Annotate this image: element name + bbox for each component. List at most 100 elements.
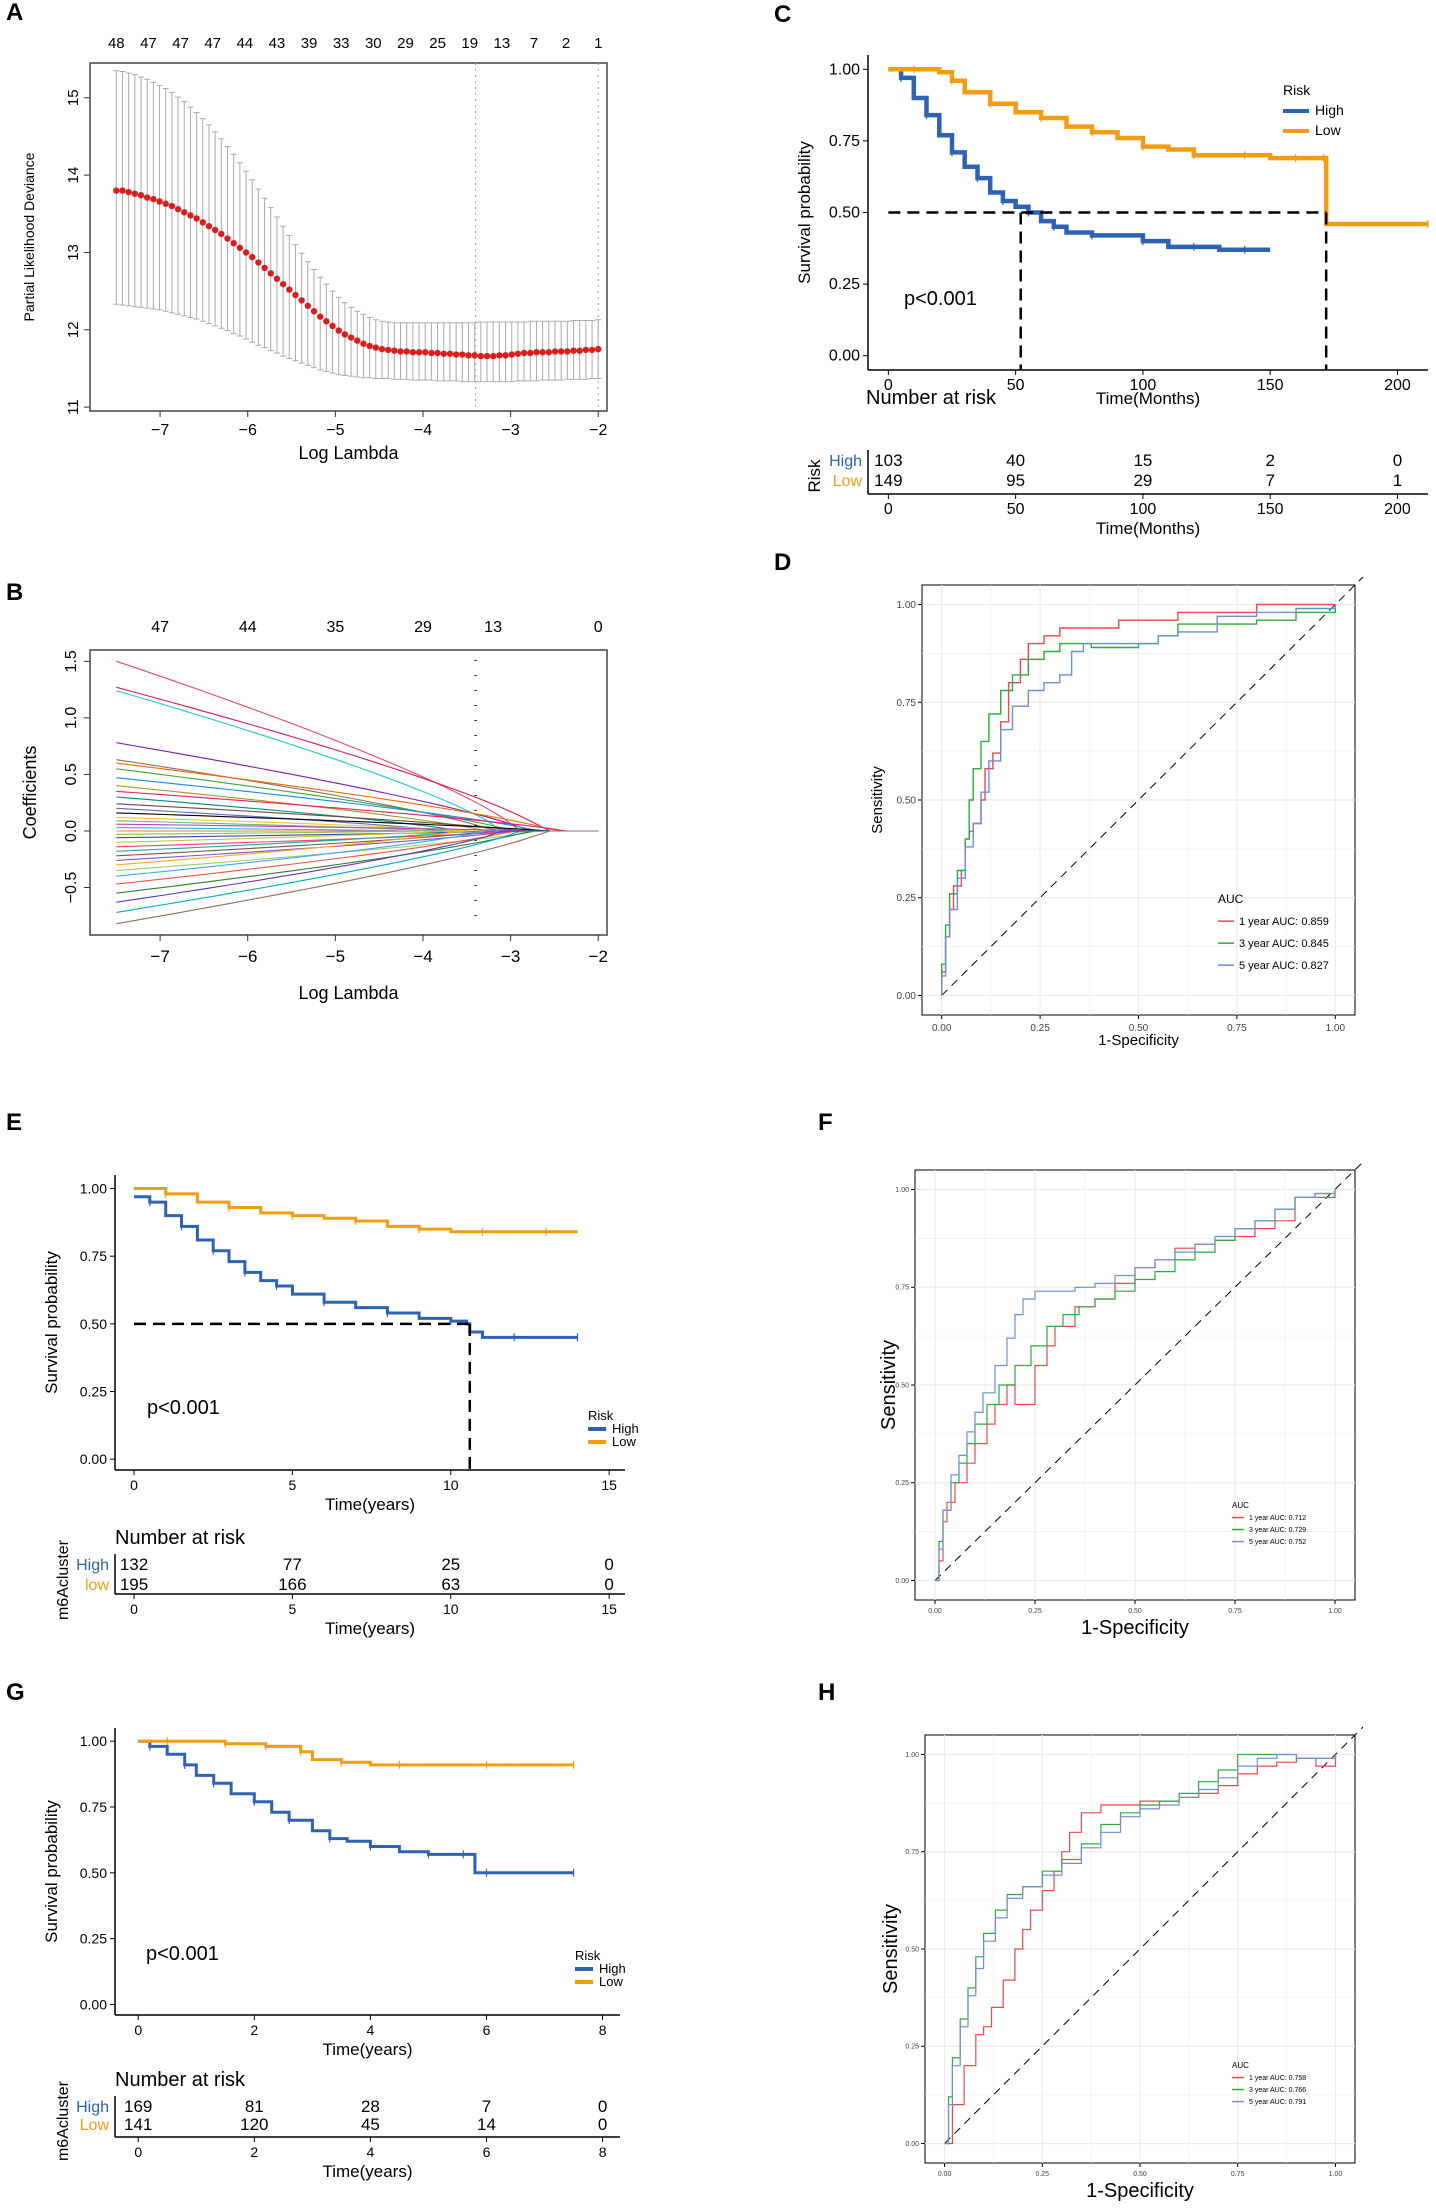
panel-b: B −7 −6 −5 −4 −3 −2 −0.5 0.0 0.5 1.0 1.5 47 44 35 29 13… (6, 579, 608, 1003)
deviance-point (508, 351, 515, 358)
diagonal-reference-line (944, 1726, 1364, 2144)
x-tick-label: 0 (134, 2022, 142, 2038)
top-count-label: 29 (414, 619, 432, 636)
panel-label-e: E (6, 1109, 22, 1136)
risk-row-name: Low (80, 2117, 110, 2134)
x-axis-label: Time(years) (322, 2040, 412, 2059)
risk-x-tick-label: 5 (288, 1601, 296, 1617)
diagonal-reference-line (941, 576, 1364, 996)
risk-x-tick-label: 50 (1007, 501, 1025, 518)
deviance-point (452, 351, 460, 358)
deviance-point (310, 308, 318, 315)
deviance-point (273, 275, 281, 282)
legend-label-1: 1 year AUC: 0.712 (1249, 1515, 1306, 1522)
risk-x-tick-label: 0 (130, 1601, 138, 1617)
deviance-point (156, 198, 163, 205)
deviance-point (168, 202, 176, 210)
x-tick-label: −3 (501, 947, 520, 966)
y-tick-label: 0.00 (80, 1451, 107, 1467)
x-tick-label: 1.00 (1329, 2171, 1343, 2178)
x-tick-label: 200 (1384, 377, 1411, 394)
top-count-label: 29 (397, 35, 414, 52)
coefficient-path-31 (116, 830, 599, 903)
coefficient-path-1 (116, 686, 599, 832)
x-tick-label: −3 (501, 422, 519, 439)
deviance-point (267, 270, 274, 277)
x-tick-label: −6 (238, 947, 257, 966)
risk-row-name: low (85, 1577, 109, 1594)
risk-table-title: Number at risk (115, 1527, 246, 1549)
x-tick-label: −5 (326, 947, 345, 966)
risk-count: 166 (278, 1575, 306, 1594)
deviance-point (465, 352, 472, 359)
y-tick-label: 0.75 (829, 133, 860, 150)
risk-x-axis-label: Time(Months) (1096, 519, 1200, 538)
deviance-point (113, 187, 120, 194)
y-tick-label: 0.75 (80, 1799, 107, 1815)
y-tick-label: 1.5 (63, 650, 80, 672)
x-tick-label: 0.75 (1228, 1608, 1242, 1615)
x-tick-label: 1.00 (1328, 1608, 1342, 1615)
deviance-point (440, 350, 447, 357)
x-tick-label: 10 (443, 1477, 459, 1493)
x-tick-label: 2 (250, 2022, 258, 2038)
top-count-label: 35 (326, 619, 344, 636)
x-axis-label: 1-Specificity (1081, 1617, 1189, 1639)
x-tick-label: 0.50 (1128, 1608, 1142, 1615)
deviance-point (224, 235, 231, 242)
legend-label-1: 1 year AUC: 0.859 (1239, 916, 1329, 928)
x-axis-label: Time(Months) (1096, 389, 1200, 408)
x-axis-label: 1-Specificity (1098, 1032, 1179, 1049)
deviance-point (150, 195, 157, 203)
coefficient-path-30 (116, 830, 599, 894)
risk-count: 95 (1006, 471, 1025, 490)
km-curve-low (134, 1187, 578, 1234)
deviance-point (341, 331, 349, 338)
panel-g: G 0 2 4 6 8 0.00 0.25 0.50 0.75 1.00 Time(years) Su… (6, 1679, 626, 2181)
deviance-point (372, 344, 379, 351)
y-tick-label: 0.50 (905, 1946, 919, 1953)
deviance-point (316, 313, 324, 320)
deviance-point (286, 286, 293, 293)
x-tick-label: 50 (1007, 377, 1025, 394)
coefficient-path-33 (116, 830, 599, 925)
y-tick-label: 0.25 (80, 1931, 107, 1947)
y-tick-label: 0.75 (897, 698, 917, 709)
km-curve-low (888, 67, 1428, 227)
x-tick-label: −7 (151, 422, 169, 439)
risk-count: 63 (441, 1575, 460, 1594)
top-count-label: 44 (236, 35, 253, 52)
top-count-label: 0 (594, 619, 603, 636)
top-count-label: 39 (301, 35, 318, 52)
panel-label-f: F (818, 1109, 833, 1136)
risk-count: 29 (1133, 471, 1152, 490)
legend-label-2: 3 year AUC: 0.766 (1249, 2087, 1306, 2094)
deviance-point (347, 334, 355, 341)
risk-count: 28 (361, 2097, 380, 2116)
p-value-label: p<0.001 (146, 1943, 219, 1965)
y-axis-label: Sensitivity (880, 1904, 902, 1994)
deviance-point (205, 222, 213, 230)
risk-x-tick-label: 150 (1257, 501, 1284, 518)
deviance-point (131, 190, 139, 197)
risk-x-tick-label: 2 (250, 2144, 258, 2160)
x-tick-label: −4 (413, 947, 432, 966)
x-tick-label: −5 (326, 422, 344, 439)
deviance-point (143, 194, 151, 201)
y-tick-label: 1.00 (829, 61, 860, 78)
roc-curve-1 (935, 1189, 1336, 1582)
risk-count: 2 (1265, 451, 1274, 470)
p-value-label: p<0.001 (147, 1397, 220, 1419)
coefficient-path-8 (116, 785, 599, 832)
y-tick-label: 1.00 (80, 1181, 107, 1197)
x-axis-label: Log Lambda (298, 443, 399, 463)
top-count-label: 30 (365, 35, 382, 52)
y-tick-label: 0.25 (905, 2044, 919, 2051)
diagonal-reference-line (934, 1161, 1364, 1581)
km-survival-plot-months: 0 50 100 150 2000.000.250.500.751.00Time(Mon… (795, 55, 1429, 538)
x-axis-label: Time(years) (325, 1495, 415, 1514)
deviance-point (428, 349, 435, 357)
plot-frame (89, 62, 608, 412)
deviance-point (304, 302, 312, 310)
